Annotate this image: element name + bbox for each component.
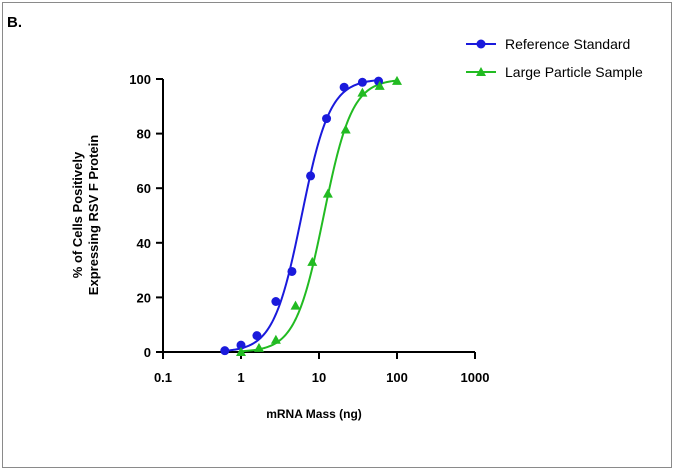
legend-label-large-particle-sample: Large Particle Sample — [505, 64, 643, 80]
x-tick-label: 1000 — [461, 370, 490, 385]
legend-marker-large-particle-sample — [476, 67, 486, 76]
y-axis-ticks: 0 20 40 60 80 100 — [129, 72, 163, 360]
y-axis-title: % of Cells Positively Expressing RSV F P… — [70, 135, 101, 295]
y-tick-label: 80 — [137, 127, 151, 142]
legend-marker-reference-standard — [476, 39, 486, 49]
data-point-large-particle-sample — [322, 188, 333, 198]
fit-curve-large-particle-sample — [240, 79, 398, 353]
data-point-reference-standard — [306, 171, 316, 181]
x-axis-title: mRNA Mass (ng) — [266, 407, 362, 421]
data-point-large-particle-sample — [270, 334, 281, 344]
data-point-large-particle-sample — [392, 75, 402, 85]
data-point-reference-standard — [357, 77, 367, 87]
data-point-large-particle-sample — [290, 300, 301, 310]
data-point-reference-standard — [236, 340, 246, 350]
data-point-large-particle-sample — [357, 87, 368, 97]
x-tick-label: 1 — [237, 370, 244, 385]
y-axis-title-line-2: Expressing RSV F Protein — [86, 135, 101, 295]
data-point-reference-standard — [339, 82, 349, 92]
data-point-large-particle-sample — [374, 80, 385, 90]
y-tick-label: 100 — [129, 72, 151, 87]
x-tick-label: 100 — [386, 370, 408, 385]
data-point-large-particle-sample — [236, 347, 246, 356]
y-tick-label: 20 — [137, 290, 151, 305]
legend: Reference Standard Large Particle Sample — [466, 36, 643, 80]
x-tick-label: 0.1 — [154, 370, 172, 385]
data-point-reference-standard — [220, 346, 230, 356]
y-tick-label: 60 — [137, 181, 151, 196]
fit-curves — [224, 79, 398, 353]
data-point-reference-standard — [287, 266, 297, 276]
x-axis-ticks: 0.1 1 10 100 1000 — [154, 352, 490, 385]
data-point-large-particle-sample — [307, 256, 318, 266]
data-point-reference-standard — [271, 296, 281, 306]
figure-border — [2, 2, 672, 468]
x-tick-label: 10 — [312, 370, 326, 385]
y-tick-label: 40 — [137, 236, 151, 251]
data-point-large-particle-sample — [253, 342, 264, 352]
y-axis-title-line-1: % of Cells Positively — [70, 151, 85, 278]
data-point-reference-standard — [252, 331, 262, 341]
data-point-reference-standard — [322, 114, 332, 124]
fit-curve-reference-standard — [224, 79, 379, 352]
data-point-large-particle-sample — [340, 124, 351, 134]
legend-label-reference-standard: Reference Standard — [505, 36, 630, 52]
data-markers — [220, 75, 402, 356]
y-tick-label: 0 — [144, 345, 151, 360]
panel-label: B. — [7, 14, 22, 31]
